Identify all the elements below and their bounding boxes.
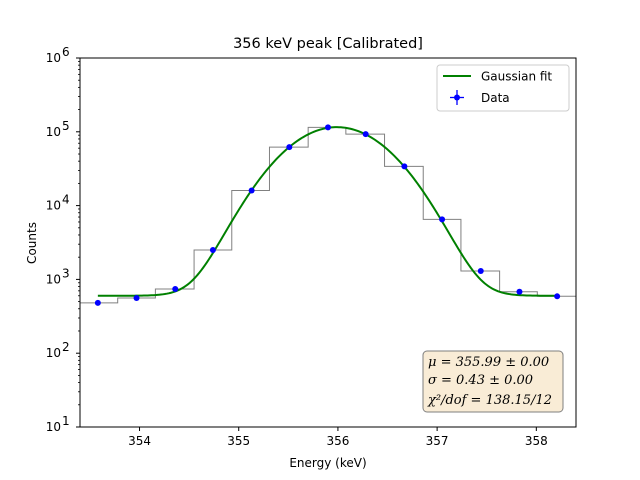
y-tick-label: 10 — [46, 125, 61, 139]
y-tick-exponent: 6 — [62, 45, 70, 59]
y-tick-exponent: 2 — [62, 340, 70, 354]
data-point — [362, 131, 369, 138]
x-tick-label: 356 — [326, 434, 349, 448]
data-point — [286, 144, 293, 151]
x-tick-label: 358 — [525, 434, 548, 448]
legend-data-label: Data — [481, 91, 510, 105]
y-tick-exponent: 3 — [62, 266, 70, 280]
stats-box: μ = 355.99 ± 0.00 σ = 0.43 ± 0.00 χ²/dof… — [422, 350, 564, 413]
x-axis-label: Energy (keV) — [289, 456, 366, 470]
data-point — [94, 299, 101, 306]
legend-data-dot — [454, 94, 460, 101]
legend-data-marker — [450, 90, 464, 105]
y-tick-label: 10 — [46, 199, 61, 213]
data-point — [325, 124, 331, 131]
y-tick-exponent: 5 — [62, 119, 70, 133]
x-tick-label: 355 — [227, 434, 250, 448]
stats-box-background — [422, 350, 564, 413]
y-tick-label: 10 — [46, 420, 61, 434]
data-point — [516, 288, 523, 295]
legend-fit-label: Gaussian fit — [481, 70, 552, 84]
stats-chi-squared: χ²/dof = 138.15/12 — [427, 393, 552, 408]
plot-layer — [80, 124, 576, 306]
data-point — [554, 293, 561, 300]
chart-title: 356 keV peak [Calibrated] — [233, 36, 423, 52]
legend: Gaussian fit Data — [436, 64, 570, 112]
x-tick-label: 354 — [128, 434, 151, 448]
y-tick-label: 10 — [46, 51, 61, 65]
data-point — [172, 286, 179, 293]
data-point — [439, 216, 446, 223]
data-point — [248, 187, 255, 194]
data-point — [133, 294, 140, 301]
data-point — [477, 267, 484, 274]
x-axis: 354 355 356 357 358 — [128, 427, 548, 448]
x-tick-label: 357 — [426, 434, 449, 448]
y-tick-exponent: 1 — [62, 414, 70, 428]
y-tick-label: 10 — [46, 272, 61, 286]
y-tick-label: 10 — [46, 346, 61, 360]
data-point — [401, 163, 408, 170]
data-point — [209, 247, 216, 254]
y-axis-label: Counts — [25, 222, 39, 264]
y-tick-exponent: 4 — [62, 193, 70, 207]
axes-frame — [79, 57, 577, 428]
stats-mu: μ = 355.99 ± 0.00 — [428, 355, 549, 370]
stats-sigma: σ = 0.43 ± 0.00 — [428, 373, 533, 388]
